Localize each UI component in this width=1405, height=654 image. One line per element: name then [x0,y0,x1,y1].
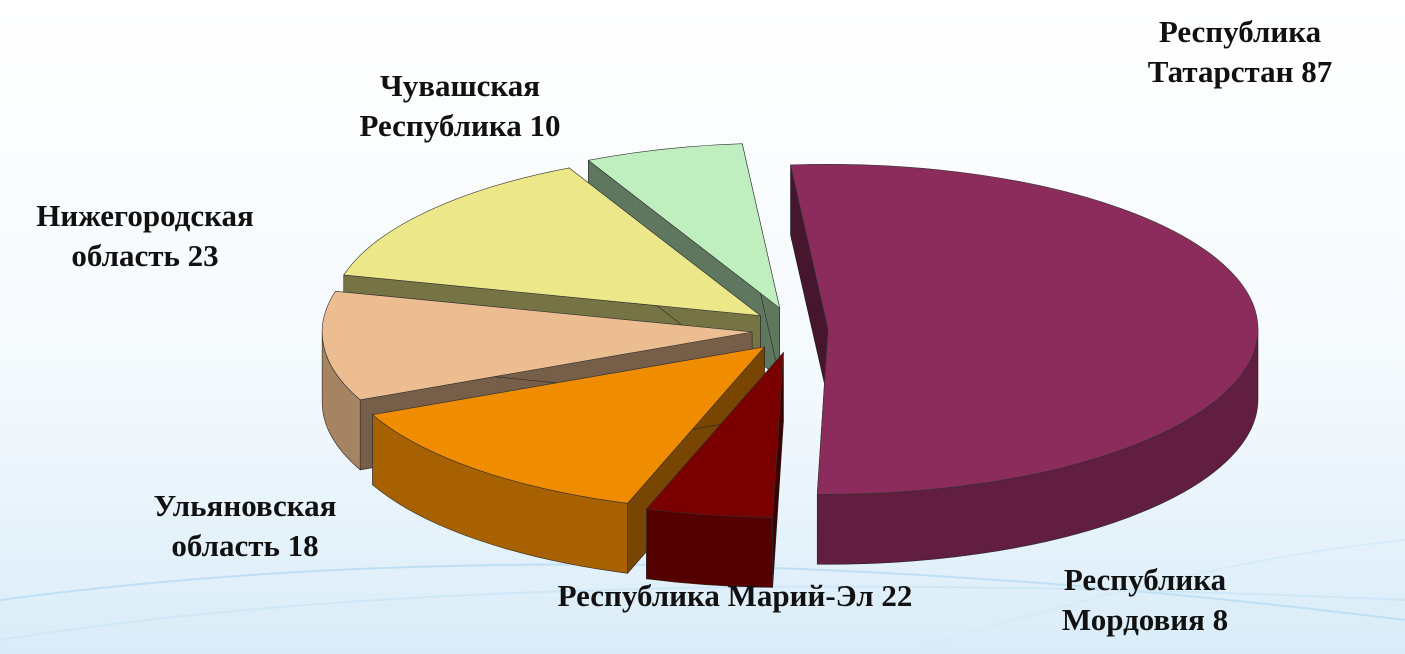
label-name: Республика Мордовия [1061,562,1227,637]
slice-wall-shade [322,331,361,470]
label-value: 18 [287,528,319,563]
slice-label: Республика Мордовия 8 [1030,560,1260,640]
slice-top [343,167,762,317]
label-name: Нижегородская область [36,198,254,273]
slice-label: Республика Марий-Эл 22 [555,576,915,616]
slice-label: Республика Татарстан 87 [1120,12,1360,92]
label-value: 87 [1301,54,1333,89]
slice-top [371,346,766,504]
slice-label: Нижегородская область 23 [5,196,285,276]
slice-top [321,290,753,401]
label-value: 22 [881,578,913,613]
slice-wall-shade [646,508,773,588]
label-name: Чувашская Республика [359,68,541,143]
label-value: 8 [1212,602,1229,637]
label-name: Республика Марий-Эл [557,578,874,613]
background-curve [0,585,1405,641]
slice-wall-shade [372,414,628,574]
slice-top [587,143,781,309]
slice [645,351,784,588]
slice-top [645,351,784,518]
slice [790,163,1259,565]
slice-wall-shade [817,329,1258,565]
label-value: 10 [529,108,561,143]
slice-top [790,163,1259,495]
label-value: 23 [187,238,219,273]
slice-side-shade [790,164,828,400]
slice-label: Ульяновская область 18 [125,486,365,566]
slice-label: Чувашская Республика 10 [330,66,590,146]
pie [321,143,1259,588]
label-name: Ульяновская область [153,488,337,563]
label-name: Республика Татарстан [1147,14,1322,89]
background-curve [899,539,1405,654]
